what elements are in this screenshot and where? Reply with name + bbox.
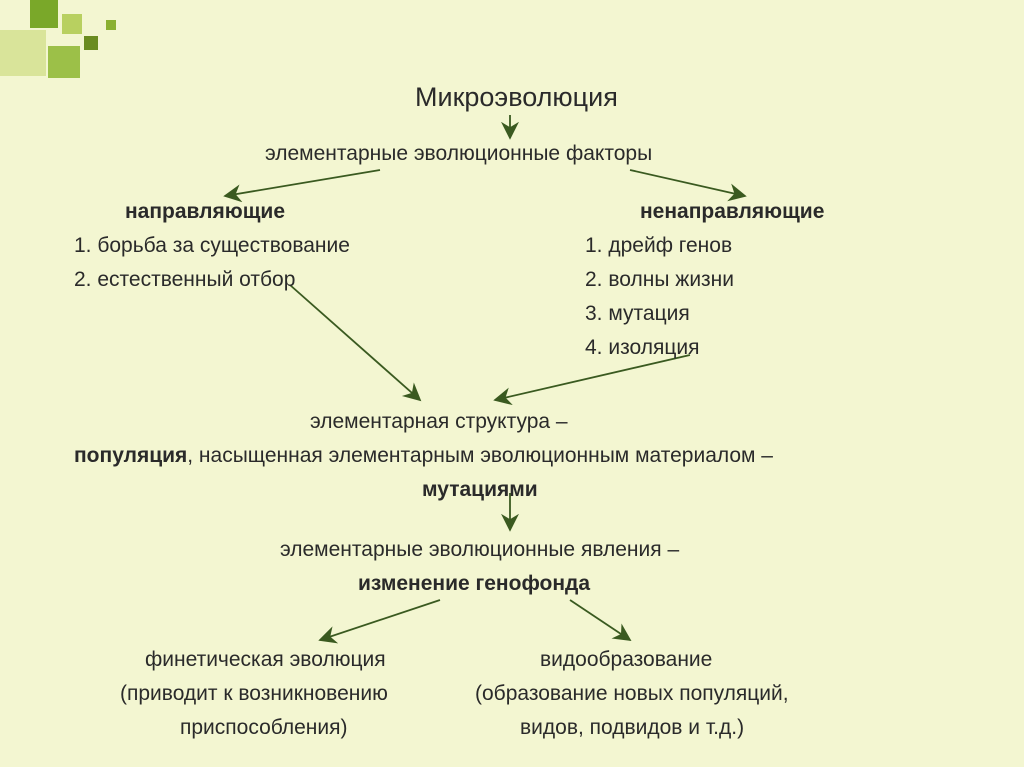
right-item-3: 3. мутация — [585, 302, 690, 326]
mid-phenomena-line2: изменение генофонда — [358, 572, 590, 596]
left-branch-heading: направляющие — [125, 200, 285, 224]
bottom-right-line1: видообразование — [540, 648, 712, 672]
mid-structure-line2: популяция, насыщенная элементарным эволю… — [74, 444, 773, 468]
deco-square — [106, 20, 116, 30]
deco-square — [30, 0, 58, 28]
mid-phenomena-line1: элементарные эволюционные явления – — [280, 538, 679, 562]
diagram-subtitle: элементарные эволюционные факторы — [265, 142, 652, 166]
deco-square — [62, 14, 82, 34]
bottom-right-line3: видов, подвидов и т.д.) — [520, 716, 744, 740]
mid-structure-line3: мутациями — [422, 478, 538, 502]
bottom-left-line1: финетическая эволюция — [145, 648, 386, 672]
right-item-2: 2. волны жизни — [585, 268, 734, 292]
deco-square — [48, 46, 80, 78]
corner-decoration — [0, 0, 200, 120]
right-item-1: 1. дрейф генов — [585, 234, 732, 258]
bottom-right-line2: (образование новых популяций, — [475, 682, 789, 706]
diagram-title: Микроэволюция — [415, 82, 618, 113]
bottom-left-line3: приспособления) — [180, 716, 347, 740]
bottom-left-line2: (приводит к возникновению — [120, 682, 388, 706]
left-item-1: 1. борьба за существование — [74, 234, 350, 258]
deco-square — [84, 36, 98, 50]
left-item-2: 2. естественный отбор — [74, 268, 295, 292]
mid-structure-line1: элементарная структура – — [310, 410, 568, 434]
deco-square — [0, 30, 46, 76]
right-branch-heading: ненаправляющие — [640, 200, 824, 224]
right-item-4: 4. изоляция — [585, 336, 699, 360]
